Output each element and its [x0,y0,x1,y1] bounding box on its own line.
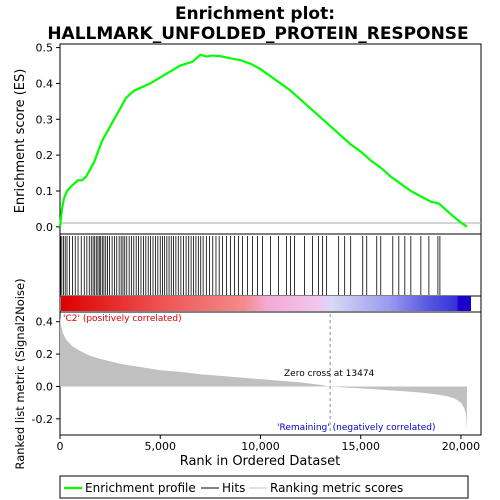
legend-hits-label: Hits [222,481,245,495]
metric-area [60,316,467,431]
metric-ytick-label-3: 0.4 [36,316,54,329]
zero-cross-label: Zero cross at 13474 [284,369,375,379]
metric-xtick-label-0: 0 [57,440,64,453]
es-ytick-label-5: 0.5 [36,42,54,55]
es-ytick-label-0: 0.0 [36,221,54,234]
metric-x-ticks: 0 5,000 10,000 15,000 20,000 [57,435,481,453]
rank-color-bar [59,295,482,313]
es-ytick-label-4: 0.4 [36,77,54,90]
legend-es-label: Enrichment profile [85,481,196,495]
hit-lines [60,236,441,295]
metric-xtick-label-1: 5,000 [144,440,176,453]
metric-ytick-label-1: 0.0 [36,380,54,393]
es-line [58,53,468,228]
legend-metric-label: Ranking metric scores [270,481,403,495]
legend-frame [59,475,469,499]
es-panel: 0.0 0.1 0.2 0.3 0.4 0.5 Enrichment score (ES) [13,42,482,235]
es-y-ticks: 0.0 0.1 0.2 0.3 0.4 0.5 [36,42,60,234]
metric-y-ticks: -0.2 0.0 0.2 0.4 [32,316,60,426]
es-ytick-label-1: 0.1 [36,185,54,198]
metric-x-axis-label: Rank in Ordered Dataset [180,454,341,469]
chart-subtitle: HALLMARK_UNFOLDED_PROTEIN_RESPONSE [47,24,468,44]
metric-xtick-label-2: 10,000 [241,440,280,453]
metric-xtick-label-3: 15,000 [341,440,380,453]
negative-label: 'Remaining' (negatively correlated) [277,423,436,433]
es-y-axis-label: Enrichment score (ES) [13,69,28,214]
hits-panel [59,233,482,297]
legend: Enrichment profile Hits Ranking metric s… [59,475,469,499]
positive-label: 'C2' (positively correlated) [63,314,182,324]
metric-ytick-label-2: 0.2 [36,348,54,361]
chart-title: Enrichment plot: [175,4,335,24]
rank-gradient [61,296,471,311]
metric-y-axis-label: Ranked list metric (Signal2Noise) [13,278,27,469]
metric-ytick-label-0: -0.2 [32,413,53,426]
es-ytick-label-2: 0.2 [36,149,54,162]
es-plot-frame [59,43,482,235]
metric-panel: -0.2 0.0 0.2 0.4 0 5,000 10,000 15,000 20,000 '… [13,278,482,470]
es-ytick-label-3: 0.3 [36,113,54,126]
metric-xtick-label-4: 20,000 [442,440,481,453]
